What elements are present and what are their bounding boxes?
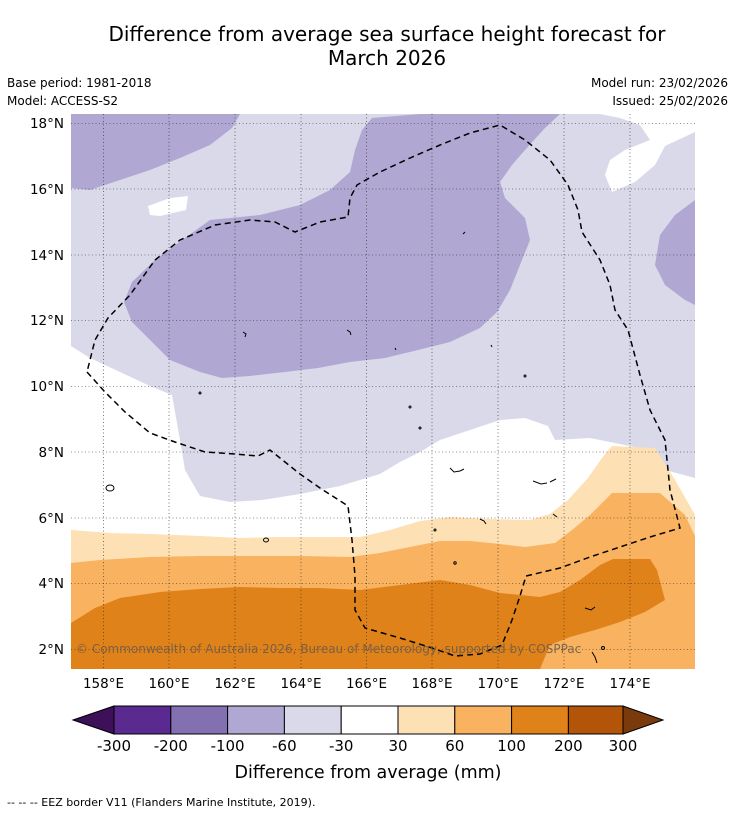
- gridlines: [71, 114, 695, 669]
- colorbar-extend-high: [622, 705, 665, 735]
- lat-label: 16°N: [30, 182, 64, 198]
- colorbar-tick: 200: [554, 737, 583, 755]
- meta-right: Model run: 23/02/2026 Issued: 25/02/2026: [591, 74, 728, 110]
- lat-label: 8°N: [39, 445, 64, 461]
- band-neg100-neg60-topleft: [71, 114, 240, 190]
- base-period: Base period: 1981-2018: [7, 76, 152, 90]
- lat-label: 18°N: [30, 116, 64, 132]
- lon-label: 158°E: [83, 676, 124, 692]
- issued-date: Issued: 25/02/2026: [612, 94, 728, 108]
- colorbar-swatch: [170, 705, 229, 735]
- latitude-labels: 18°N 16°N 14°N 12°N 10°N 8°N 6°N 4°N 2°N: [30, 116, 64, 658]
- white-patch-upper-left: [148, 196, 188, 216]
- islands: [105, 231, 605, 664]
- lat-label: 14°N: [30, 248, 64, 264]
- chart-title: Difference from average sea surface heig…: [0, 22, 736, 70]
- eez-border: [86, 124, 681, 657]
- colorbar-swatch: [397, 705, 456, 735]
- lat-label: 2°N: [39, 642, 64, 658]
- lon-label: 166°E: [346, 676, 387, 692]
- model-run: Model run: 23/02/2026: [590, 76, 728, 90]
- lat-label: 10°N: [30, 379, 64, 395]
- lat-label: 4°N: [39, 576, 64, 592]
- lon-label: 164°E: [280, 676, 321, 692]
- map-field: [71, 114, 695, 669]
- lon-label: 170°E: [477, 676, 518, 692]
- colorbar-swatch: [283, 705, 342, 735]
- lat-label: 12°N: [30, 313, 64, 329]
- band-neg100-neg60-right: [655, 200, 695, 305]
- colorbar-tick: -100: [211, 737, 245, 755]
- colorbar-swatch: [113, 705, 172, 735]
- colorbar-tick: -300: [97, 737, 131, 755]
- band-100-200: [71, 559, 665, 669]
- longitude-labels: 158°E 160°E 162°E 164°E 166°E 168°E 170°…: [83, 676, 651, 692]
- chart-title-line2: March 2026: [327, 46, 447, 70]
- colorbar-tick: -200: [154, 737, 188, 755]
- lon-label: 174°E: [609, 676, 650, 692]
- colorbar-swatch: [567, 705, 624, 735]
- colorbar-tick: -30: [329, 737, 354, 755]
- colorbar-label: Difference from average (mm): [234, 763, 501, 783]
- lon-label: 168°E: [411, 676, 452, 692]
- colorbar-tick: 100: [497, 737, 526, 755]
- lon-label: 162°E: [214, 676, 255, 692]
- colorbar-tick: 60: [445, 737, 464, 755]
- lon-label: 172°E: [543, 676, 584, 692]
- colorbar-tick: -60: [272, 737, 297, 755]
- chart-title-line1: Difference from average sea surface heig…: [108, 22, 666, 46]
- colorbar-extend-low: [71, 705, 115, 735]
- colorbar-swatch: [340, 705, 399, 735]
- colorbar: [71, 705, 665, 735]
- eez-footnote: -- -- -- EEZ border V11 (Flanders Marine…: [7, 796, 316, 809]
- model-name: Model: ACCESS-S2: [7, 94, 119, 108]
- colorbar-swatch: [511, 705, 569, 735]
- lat-label: 6°N: [39, 511, 64, 527]
- copyright-text: © Commonwealth of Australia 2026, Bureau…: [76, 642, 581, 656]
- meta-left: Base period: 1981-2018 Model: ACCESS-S2: [7, 74, 152, 110]
- colorbar-swatch: [227, 705, 285, 735]
- colorbar-swatch: [454, 705, 513, 735]
- band-neg100-neg60-main: [124, 114, 560, 378]
- colorbar-tick: 30: [388, 737, 407, 755]
- colorbar-ticks: -300 -200 -100 -60 -30 30 60 100 200 300: [97, 737, 637, 755]
- colorbar-tick: 300: [609, 737, 638, 755]
- lon-label: 160°E: [148, 676, 189, 692]
